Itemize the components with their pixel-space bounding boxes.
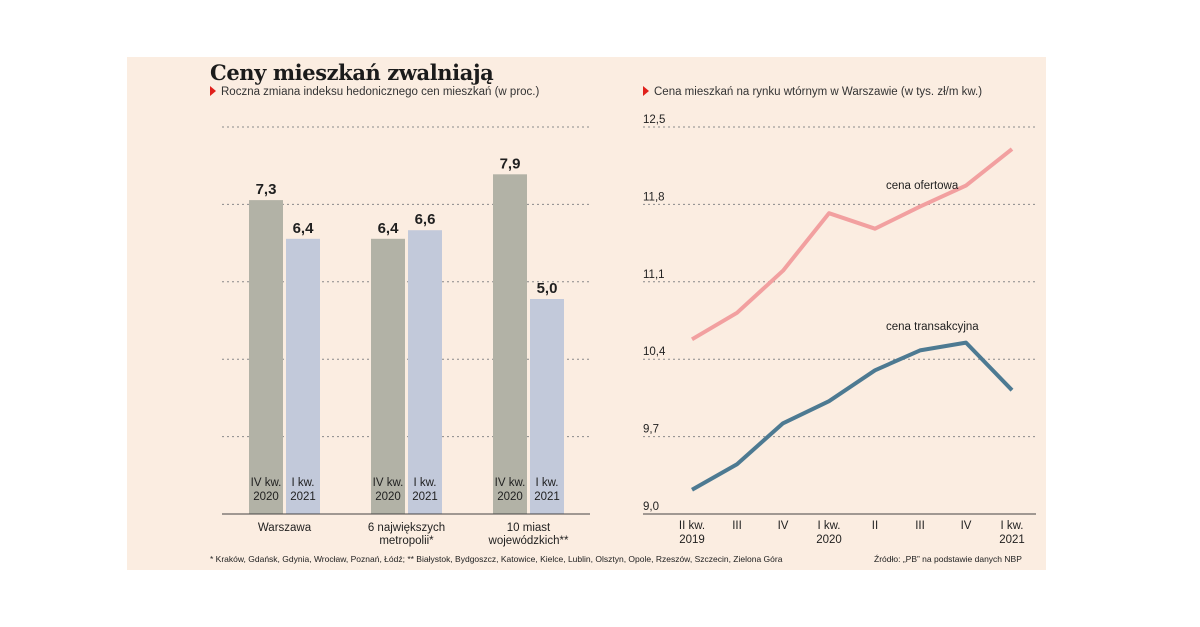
bar-series-label: 2020 [375, 491, 401, 503]
x-tick-label: I kw. [817, 520, 840, 532]
page-title: Ceny mieszkań zwalniają [210, 60, 494, 85]
bar-series-label: IV kw. [495, 477, 526, 489]
bar-series-label: I kw. [291, 477, 314, 489]
bar [530, 299, 564, 514]
y-tick-label: 12,5 [643, 114, 665, 126]
x-tick-label: I kw. [1000, 520, 1023, 532]
category-label: wojewódzkich** [488, 535, 569, 547]
transaction-price-line [691, 340, 1014, 492]
category-label: 10 miast [507, 522, 551, 534]
x-tick-label: IV [778, 520, 789, 532]
left-chart-subtitle: Roczna zmiana indeksu hedonicznego cen m… [210, 86, 539, 98]
triangle-marker-icon [643, 86, 649, 96]
bar-series-label: I kw. [413, 477, 436, 489]
bar [408, 230, 442, 514]
offer-price-line [690, 147, 1014, 342]
series-label-transaction: cena transakcyjna [886, 321, 979, 333]
series-label-offer: cena ofertowa [886, 180, 959, 192]
y-tick-label: 11,1 [643, 269, 665, 281]
y-tick-label: 9,0 [643, 501, 659, 513]
bar-value-label: 6,4 [293, 220, 315, 237]
bar [493, 174, 527, 515]
bar-series-label: 2021 [290, 491, 316, 503]
y-tick-label: 9,7 [643, 424, 659, 436]
x-tick-label: II [872, 520, 878, 532]
source-note: Źródło: „PB” na podstawie danych NBP [874, 554, 1022, 564]
footnote: * Kraków, Gdańsk, Gdynia, Wrocław, Pozna… [210, 554, 783, 564]
bar-series-label: I kw. [535, 477, 558, 489]
x-tick-label: IV [961, 520, 972, 532]
bar-series-label: 2020 [253, 491, 279, 503]
bar-series-label: 2021 [412, 491, 438, 503]
bar-series-label: IV kw. [251, 477, 282, 489]
y-tick-label: 11,8 [643, 191, 665, 203]
x-tick-label: 2021 [999, 534, 1025, 546]
category-label: metropolii* [379, 535, 434, 547]
x-tick-label: III [915, 520, 925, 532]
right-chart-subtitle: Cena mieszkań na rynku wtórnym w Warszaw… [643, 86, 982, 98]
bar-value-label: 7,9 [500, 155, 521, 172]
bar-series-label: 2021 [534, 491, 560, 503]
bar-value-label: 6,6 [415, 211, 436, 228]
y-tick-label: 10,4 [643, 346, 666, 358]
bar-value-label: 7,3 [256, 181, 277, 198]
bar-value-label: 6,4 [378, 220, 400, 237]
x-tick-label: 2019 [679, 534, 705, 546]
category-label: 6 największych [368, 522, 445, 534]
x-tick-label: 2020 [816, 534, 842, 546]
triangle-marker-icon [210, 86, 216, 96]
bar-series-label: IV kw. [373, 477, 404, 489]
bar-value-label: 5,0 [537, 280, 558, 297]
right-chart-subtitle-text: Cena mieszkań na rynku wtórnym w Warszaw… [654, 86, 983, 98]
x-tick-label: II kw. [679, 520, 705, 532]
bar-series-label: 2020 [497, 491, 523, 503]
left-chart-subtitle-text: Roczna zmiana indeksu hedonicznego cen m… [221, 86, 540, 98]
bar [371, 238, 405, 515]
category-label: Warszawa [258, 522, 312, 534]
x-tick-label: III [732, 520, 742, 532]
bar [249, 200, 283, 514]
bar [286, 238, 320, 515]
